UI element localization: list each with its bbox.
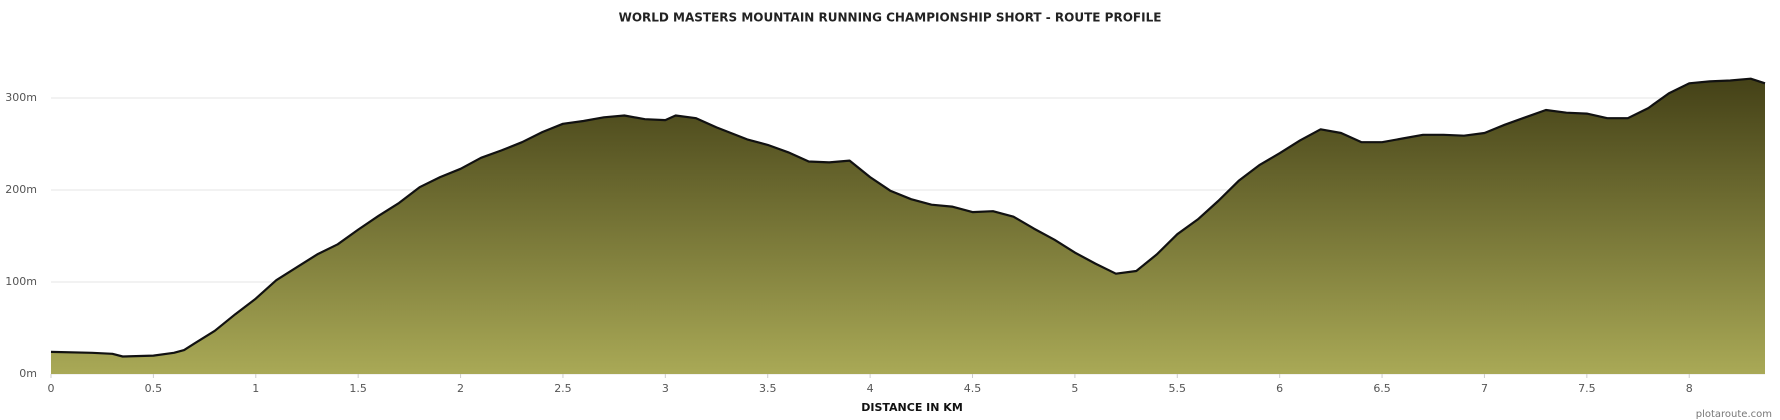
x-tick-label: 3 — [662, 382, 669, 395]
y-tick-label: 200m — [5, 183, 37, 196]
x-tick-label: 1 — [252, 382, 259, 395]
x-tick-label: 1.5 — [349, 382, 367, 395]
y-tick-label: 300m — [5, 91, 37, 104]
x-tick-label: 4 — [867, 382, 874, 395]
x-tick-label: 2 — [457, 382, 464, 395]
x-tick-label: 0.5 — [145, 382, 163, 395]
chart-title: WORLD MASTERS MOUNTAIN RUNNING CHAMPIONS… — [619, 11, 1162, 25]
profile-line — [50, 77, 1766, 358]
x-tick-label: 8 — [1686, 382, 1693, 395]
x-tick-label: 7 — [1481, 382, 1488, 395]
credit: plotaroute.com — [1696, 409, 1772, 420]
x-tick-label: 3.5 — [759, 382, 777, 395]
x-tick-label: 5 — [1071, 382, 1078, 395]
area — [51, 78, 1765, 374]
x-axis-label: DISTANCE IN KM — [861, 401, 963, 414]
x-tick-label: 7.5 — [1578, 382, 1596, 395]
x-tick-label: 6.5 — [1373, 382, 1391, 395]
y-tick-label: 0m — [19, 367, 37, 380]
x-tick-label: 6 — [1276, 382, 1283, 395]
x-tick-label: 5.5 — [1169, 382, 1187, 395]
y-tick-label: 100m — [5, 275, 37, 288]
x-tick-label: 0 — [48, 382, 55, 395]
x-tick-label: 4.5 — [964, 382, 982, 395]
x-tick-label: 2.5 — [554, 382, 572, 395]
